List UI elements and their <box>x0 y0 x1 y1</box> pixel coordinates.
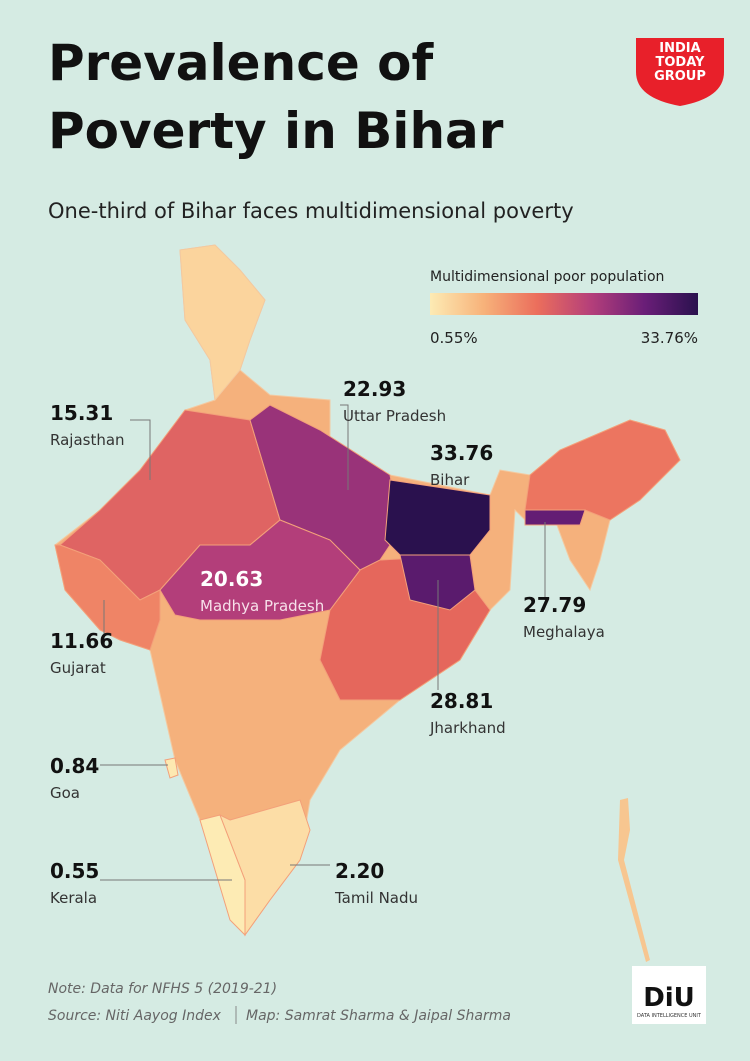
state-shape <box>249 404 401 571</box>
leader-line <box>130 419 151 480</box>
logo-text: TODAY <box>656 55 706 70</box>
note: Note: Data for NFHS 5 (2019-21) <box>48 981 277 997</box>
state-value: 0.55 <box>50 859 99 883</box>
state-name: Bihar <box>430 471 470 489</box>
source: Source: Niti Aayog Index <box>48 1008 222 1024</box>
diu-text: DiU <box>643 983 695 1013</box>
leader-line <box>340 404 349 490</box>
state-value: 11.66 <box>50 629 113 653</box>
diu-box <box>632 966 706 1024</box>
state-value: 20.63 <box>200 567 263 591</box>
state-shape <box>384 479 491 556</box>
state-name: Jharkhand <box>429 719 506 737</box>
diu-caption: DATA INTELLIGENCE UNIT <box>637 1013 702 1019</box>
state-value: 0.84 <box>50 754 99 778</box>
map <box>54 244 681 962</box>
state-value: 33.76 <box>430 441 493 465</box>
legend: Multidimensional poor population 0.55% 3… <box>430 269 698 347</box>
state-name: Gujarat <box>50 659 106 677</box>
state-shape <box>524 509 586 526</box>
state-name: Uttar Pradesh <box>343 407 446 425</box>
state-shape <box>219 799 311 937</box>
state-shape <box>164 757 179 779</box>
legend-min: 0.55% <box>430 329 478 347</box>
state-value: 15.31 <box>50 401 113 425</box>
map-credit: Map: Samrat Sharma & Jaipal Sharma <box>246 1008 511 1024</box>
state-value: 27.79 <box>523 593 586 617</box>
title-line: Poverty in Bihar <box>48 102 504 160</box>
state-name: Madhya Pradesh <box>200 597 324 615</box>
state-name: Tamil Nadu <box>334 889 418 907</box>
state-shape <box>54 544 161 651</box>
state-value: 22.93 <box>343 377 406 401</box>
state-value: 2.20 <box>335 859 384 883</box>
legend-max: 33.76% <box>641 329 698 347</box>
logo-text: GROUP <box>654 69 706 84</box>
state-name: Goa <box>50 784 80 802</box>
annotations: 15.31 Rajasthan 22.93 Uttar Pradesh 33.76 Bih… <box>50 377 605 907</box>
logo-shield <box>636 38 724 106</box>
islands <box>618 798 650 962</box>
state-name: Kerala <box>50 889 97 907</box>
state-shape <box>524 419 681 521</box>
logo-text: INDIA <box>659 41 700 56</box>
title-line: Prevalence of <box>48 34 435 92</box>
legend-title: Multidimensional poor population <box>430 269 664 285</box>
state-name: Meghalaya <box>523 623 605 641</box>
diu-logo: DiU DATA INTELLIGENCE UNIT <box>632 966 706 1024</box>
subtitle: One-third of Bihar faces multidimensiona… <box>48 199 574 223</box>
state-shape <box>159 519 361 621</box>
legend-bar <box>430 293 698 315</box>
state-shape <box>179 244 266 402</box>
state-value: 28.81 <box>430 689 493 713</box>
state-name: Rajasthan <box>50 431 125 449</box>
india-today-logo: INDIA TODAY GROUP <box>636 38 724 106</box>
